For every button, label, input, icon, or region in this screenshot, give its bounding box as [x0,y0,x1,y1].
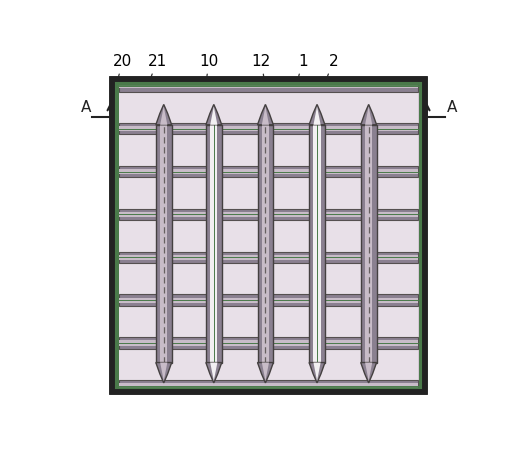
Polygon shape [206,362,222,383]
Bar [118,383,419,389]
Bar [156,125,172,362]
Polygon shape [361,362,377,383]
Bar [112,79,425,392]
Polygon shape [365,362,372,381]
Polygon shape [160,106,167,125]
Polygon shape [309,362,325,383]
Bar [115,82,422,389]
Bar [309,125,325,362]
Bar [257,125,274,362]
Bar [115,82,422,389]
Polygon shape [313,362,321,381]
Bar [118,86,419,386]
Polygon shape [365,106,372,125]
Bar [118,209,419,220]
Bar [112,79,425,392]
Text: A: A [446,100,457,115]
Polygon shape [156,362,172,383]
Polygon shape [160,362,167,381]
Bar [118,294,419,306]
Text: 10: 10 [200,54,219,82]
Polygon shape [210,106,217,125]
Text: A: A [81,100,91,115]
Bar [118,255,419,260]
Polygon shape [257,105,274,125]
Polygon shape [156,105,172,125]
Bar [313,125,321,362]
Bar [118,380,419,391]
Bar [118,126,419,131]
Bar [118,297,419,303]
Bar [118,80,419,92]
Bar [118,123,419,134]
Text: 21: 21 [147,54,167,82]
Text: 1: 1 [296,54,308,86]
Bar [112,79,425,392]
Bar [117,84,420,388]
Text: 12: 12 [252,54,271,82]
Bar [117,84,420,388]
Bar [118,252,419,263]
Polygon shape [313,106,321,125]
Bar [262,125,269,362]
Polygon shape [309,105,325,125]
Bar [210,125,217,362]
Polygon shape [262,106,269,125]
Bar [160,125,167,362]
Text: 2: 2 [325,54,338,82]
Polygon shape [257,362,274,383]
Bar [118,166,419,177]
Bar [118,83,419,88]
Polygon shape [206,105,222,125]
Polygon shape [210,362,217,381]
Bar [365,125,372,362]
Bar [361,125,377,362]
Polygon shape [262,362,269,381]
Bar [118,337,419,349]
Bar [118,212,419,217]
Text: 20: 20 [113,54,133,97]
Bar [118,340,419,346]
Bar [206,125,222,362]
Polygon shape [361,105,377,125]
Bar [118,169,419,174]
